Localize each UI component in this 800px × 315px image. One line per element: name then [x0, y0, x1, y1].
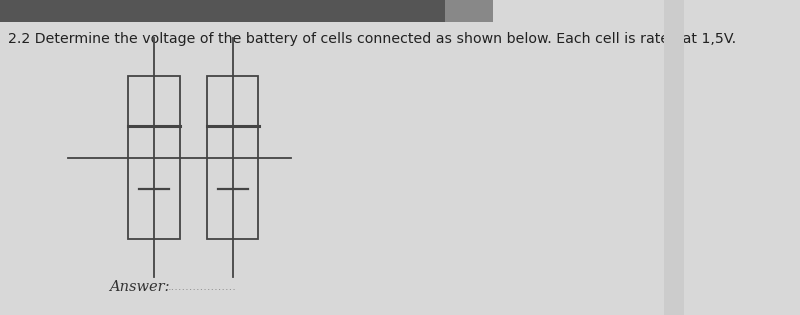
Text: ...................: ...................	[168, 282, 237, 292]
Bar	[0, 0, 445, 22]
Bar	[664, 0, 685, 315]
Text: 2.2 Determine the voltage of the battery of cells connected as shown below. Each: 2.2 Determine the voltage of the battery…	[8, 32, 736, 46]
Bar	[128, 76, 180, 239]
Bar	[445, 0, 493, 22]
Text: Answer:: Answer:	[110, 280, 170, 294]
Bar	[207, 76, 258, 239]
